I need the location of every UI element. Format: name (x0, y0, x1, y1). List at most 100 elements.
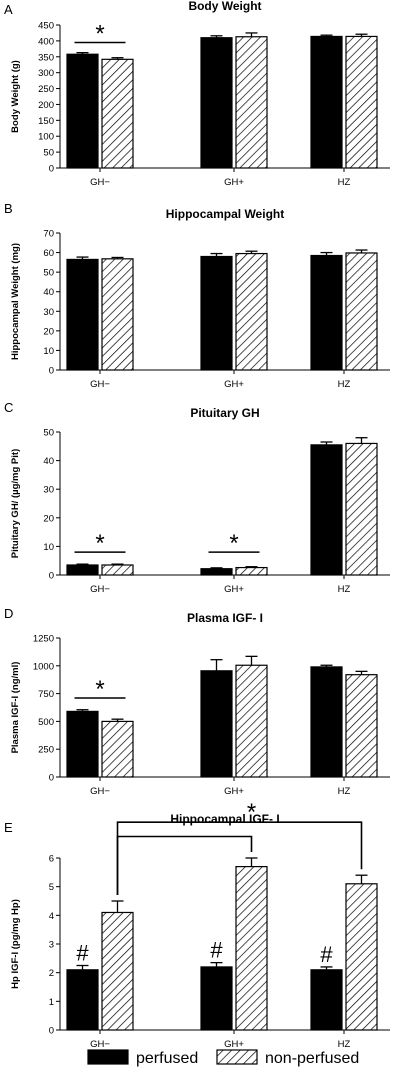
y-tick-label: 500 (38, 717, 54, 728)
x-tick-label: GH− (90, 584, 110, 595)
x-tick-label: GH+ (224, 177, 244, 188)
y-tick-label: 40 (43, 287, 54, 298)
bar-non-perfused (235, 664, 268, 778)
y-tick-label: 750 (38, 689, 54, 700)
x-tick-label: HZ (338, 1039, 351, 1050)
y-tick-label: 3 (49, 940, 54, 951)
y-tick-label: 50 (43, 428, 54, 439)
hash-marker: # (320, 942, 333, 967)
bar-non-perfused (345, 442, 378, 576)
bar-non-perfused (235, 566, 268, 576)
x-tick-label: HZ (338, 379, 351, 390)
bar-non-perfused (235, 865, 268, 1031)
bar-non-perfused (235, 252, 268, 371)
bar-perfused (66, 969, 99, 1031)
x-tick-label: HZ (338, 177, 351, 188)
panel-letter: C (4, 400, 13, 415)
y-tick-label: 250 (38, 84, 54, 95)
legend: perfused non-perfused (87, 1049, 359, 1067)
y-tick-label: 2 (49, 968, 54, 979)
legend-label: non-perfused (265, 1050, 359, 1067)
bar-non-perfused (101, 911, 134, 1031)
legend-swatch-solid (87, 1049, 129, 1065)
bar-non-perfused (345, 674, 378, 778)
y-tick-label: 5 (49, 882, 54, 893)
chart-title: Pituitary GH (190, 406, 259, 420)
bar-perfused (200, 255, 233, 371)
y-tick-label: 0 (49, 571, 54, 582)
y-tick-label: 20 (43, 513, 54, 524)
bar-non-perfused (235, 36, 268, 169)
y-tick-label: 450 (38, 21, 54, 32)
bar-non-perfused (101, 258, 134, 371)
x-tick-label: GH+ (224, 379, 244, 390)
x-tick-label: GH− (90, 786, 110, 797)
bar-perfused (310, 666, 343, 778)
y-tick-label: 20 (43, 326, 54, 337)
y-tick-label: 0 (49, 164, 54, 175)
chart-panel-d: D Plasma IGF- I 0 250 500 750 1000 1250 Plasma I… (4, 606, 390, 797)
significance-marker: * (95, 676, 104, 703)
y-tick-label: 250 (38, 745, 54, 756)
chart-title: Body Weight (188, 0, 261, 13)
y-tick-label: 100 (38, 132, 54, 143)
chart-panel-a: A Body Weight 0 50 100 150 200 250 300 350 400 450 B… (4, 0, 390, 188)
bar-non-perfused (345, 252, 378, 371)
x-tick-label: GH+ (224, 1039, 244, 1050)
bar-non-perfused (101, 58, 134, 169)
bar-non-perfused (345, 883, 378, 1031)
y-tick-label: 40 (43, 456, 54, 467)
hash-marker: # (210, 938, 223, 963)
significance-marker: * (247, 799, 256, 826)
y-tick-label: 0 (49, 773, 54, 784)
y-tick-label: 300 (38, 68, 54, 79)
y-tick-label: 1250 (33, 634, 54, 645)
bar-perfused (66, 710, 99, 778)
x-tick-label: GH− (90, 1039, 110, 1050)
comparison-bracket (116, 835, 253, 895)
chart-title: Plasma IGF- I (187, 611, 263, 625)
y-tick-label: 60 (43, 248, 54, 259)
panel-letter: A (4, 2, 13, 17)
hash-marker: # (76, 941, 89, 966)
bar-non-perfused (101, 564, 134, 576)
significance-marker: * (95, 530, 104, 557)
y-tick-label: 10 (43, 542, 54, 553)
bar-non-perfused (345, 35, 378, 169)
significance-marker: * (229, 530, 238, 557)
y-tick-label: 50 (43, 148, 54, 159)
bar-perfused (200, 670, 233, 778)
y-tick-label: 0 (49, 1026, 54, 1037)
y-tick-label: 1 (49, 997, 54, 1008)
bar-perfused (66, 53, 99, 169)
bar-perfused (310, 969, 343, 1031)
bar-perfused (310, 254, 343, 371)
chart-panel-e: E Hippocampal IGF- I 0 1 2 3 4 5 6 Hp IGF-I (pg/m… (4, 799, 390, 1050)
x-tick-label: GH+ (224, 786, 244, 797)
y-tick-label: 30 (43, 307, 54, 318)
bar-perfused (200, 966, 233, 1031)
y-tick-label: 70 (43, 229, 54, 240)
chart-title: Hippocampal Weight (166, 207, 284, 221)
y-tick-label: 50 (43, 268, 54, 279)
bar-non-perfused (101, 720, 134, 778)
y-tick-label: 10 (43, 346, 54, 357)
comparison-bracket (116, 821, 363, 895)
chart-panels: A Body Weight050100150200250300350400450B… (4, 0, 390, 1050)
y-axis-label: Body Weight (g) (10, 60, 21, 133)
x-tick-label: HZ (338, 584, 351, 595)
legend-label: perfused (136, 1050, 198, 1067)
x-tick-label: GH− (90, 177, 110, 188)
bar-perfused (200, 37, 233, 169)
y-axis-label: Hp IGF-I (pg/mg Hp) (10, 899, 21, 989)
panel-letter: D (4, 606, 13, 621)
x-tick-label: HZ (338, 786, 351, 797)
y-axis-label: Hippocampal Weight (mg) (10, 243, 21, 360)
legend-swatch-hatch (216, 1049, 258, 1065)
bar-perfused (200, 568, 233, 576)
significance-marker: * (95, 20, 104, 47)
bar-perfused (66, 258, 99, 371)
y-axis-label: Plasma IGF-I (ng/ml) (10, 662, 21, 754)
panel-letter: B (4, 201, 13, 216)
